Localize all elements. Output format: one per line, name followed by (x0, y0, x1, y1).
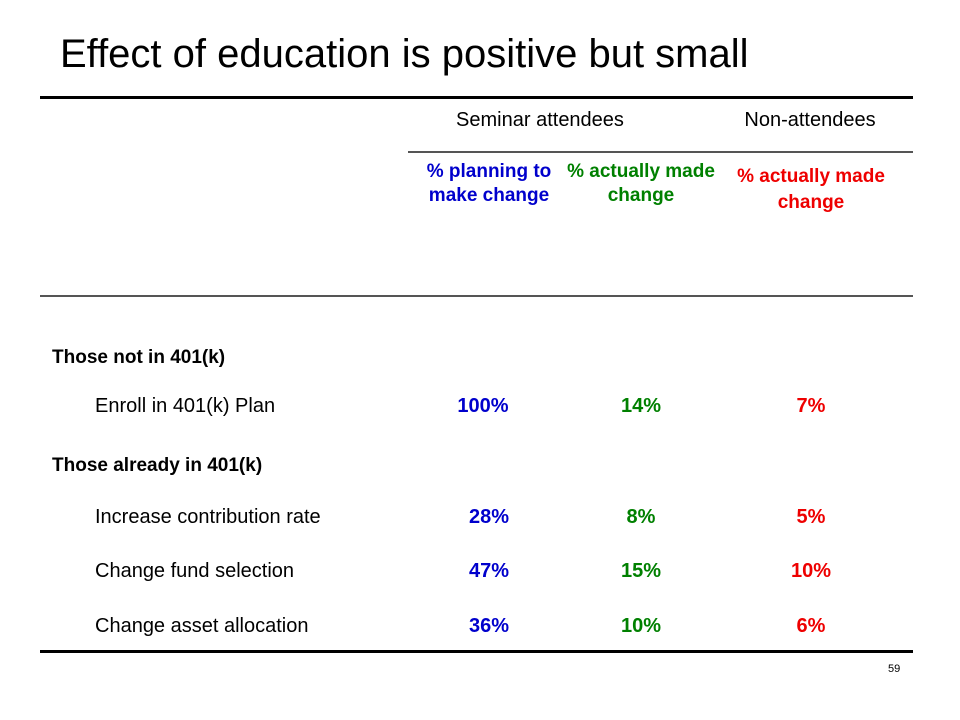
cell-fund-selection-non-attendee-actual: 10% (790, 560, 832, 582)
cell-contribution-non-attendee-actual: 5% (796, 506, 826, 528)
cell-contribution-attendee-actual: 8% (626, 506, 656, 528)
page-number: 59 (888, 663, 901, 675)
cell-contribution-planning: 28% (468, 506, 510, 528)
cell-fund-selection-planning: 47% (468, 560, 510, 582)
cell-asset-allocation-non-attendee-actual: 6% (796, 615, 826, 637)
group-header-rule (408, 151, 913, 153)
table-top-rule (40, 96, 913, 99)
cell-enroll-planning: 100% (457, 395, 509, 417)
section-label-not-in-401k: Those not in 401(k) (52, 347, 226, 368)
row-label-fund-selection: Change fund selection (95, 560, 295, 582)
cell-asset-allocation-planning: 36% (468, 615, 510, 637)
group-header-attendees: Seminar attendees (456, 109, 624, 131)
cell-enroll-non-attendee-actual: 7% (796, 395, 826, 417)
row-label-contribution: Increase contribution rate (95, 506, 321, 528)
table-bottom-rule (40, 650, 913, 653)
row-label-asset-allocation: Change asset allocation (95, 615, 309, 637)
column-header-planning: % planning to make change (426, 161, 552, 206)
cell-fund-selection-attendee-actual: 15% (620, 560, 662, 582)
cell-asset-allocation-attendee-actual: 10% (620, 615, 662, 637)
cell-enroll-attendee-actual: 14% (620, 395, 662, 417)
column-header-non-attendee-actual: % actually made change (737, 166, 885, 213)
column-header-attendee-actual: % actually made change (567, 161, 715, 206)
slide-title: Effect of education is positive but smal… (60, 32, 749, 76)
section-label-already-in-401k: Those already in 401(k) (52, 455, 263, 476)
row-label-enroll: Enroll in 401(k) Plan (95, 395, 276, 417)
header-bottom-rule (40, 295, 913, 297)
group-header-non-attendees: Non-attendees (744, 109, 876, 131)
